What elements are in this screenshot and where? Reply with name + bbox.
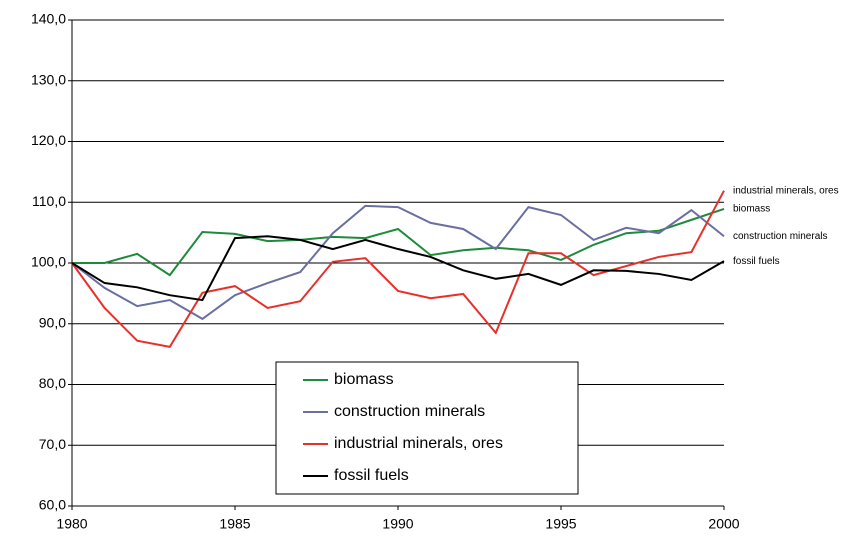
series-line [71,204,725,321]
series-line [72,207,725,277]
end-label: fossil fuels [733,256,780,267]
x-tick-label: 1995 [545,516,576,532]
y-tick-label: 90,0 [39,314,66,330]
y-tick-label: 80,0 [39,375,66,391]
legend-label: fossil fuels [334,467,409,484]
series-line [71,190,725,348]
x-tick-label: 1990 [382,516,413,532]
legend-box [275,361,579,495]
y-tick-label: 70,0 [39,436,66,452]
y-tick-label: 100,0 [31,254,66,270]
legend-label: construction minerals [334,403,485,420]
legend-label: industrial minerals, ores [334,435,503,452]
end-label: industrial minerals, ores [733,185,839,196]
y-tick-label: 60,0 [39,497,66,513]
end-label: construction minerals [733,231,827,242]
y-tick-label: 140,0 [31,11,66,27]
end-label: biomass [733,204,770,215]
y-tick-label: 120,0 [31,132,66,148]
x-tick-label: 2000 [708,516,739,532]
series-line [71,235,725,302]
legend-label: biomass [334,371,394,388]
y-tick-label: 130,0 [31,71,66,87]
y-tick-label: 110,0 [32,193,66,209]
x-tick-label: 1985 [219,516,250,532]
x-tick-label: 1980 [56,516,87,532]
